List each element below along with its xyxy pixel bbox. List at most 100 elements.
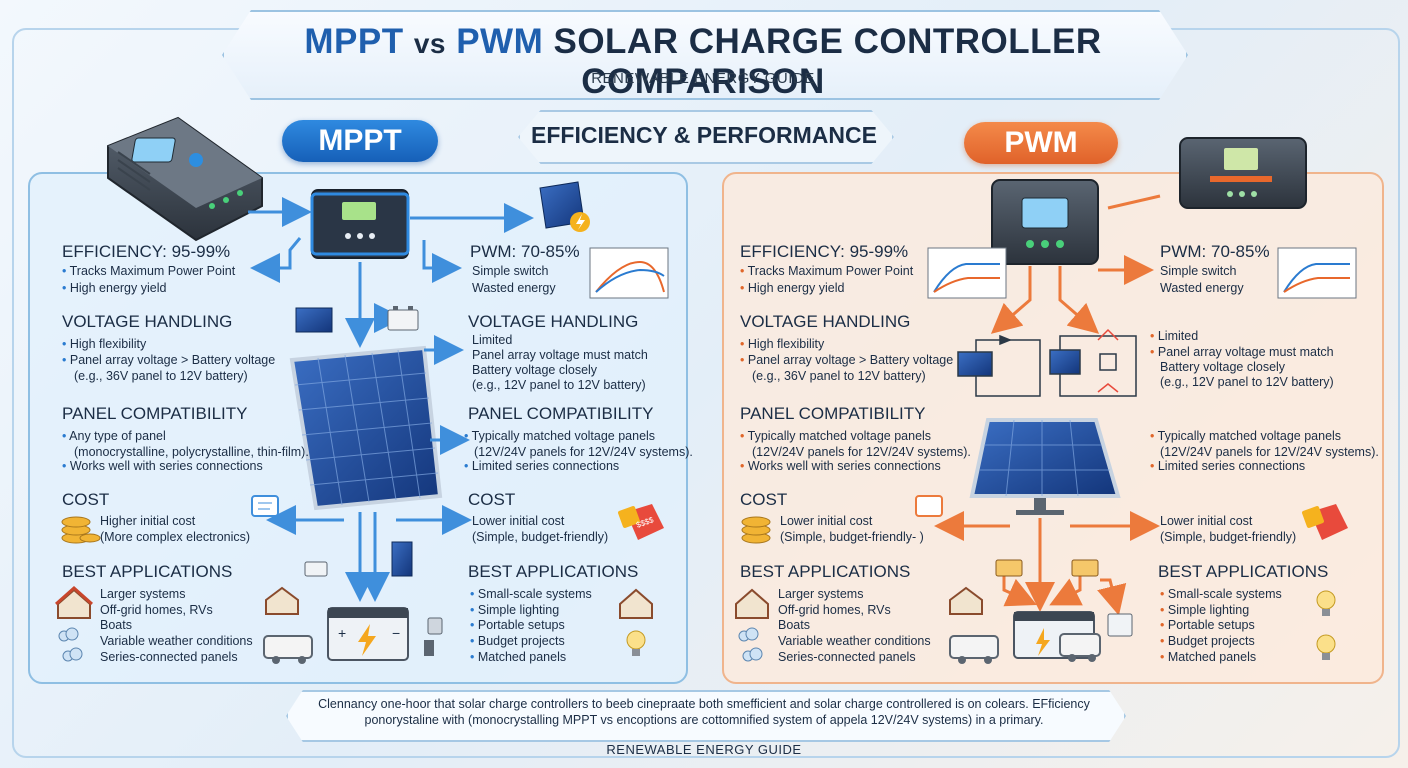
list-item: (Simple, budget-friendly- ) — [780, 530, 924, 544]
pwm-chat-bubble-icon — [915, 495, 943, 517]
title-pwm: PWM — [456, 22, 544, 61]
list-item: Off-grid homes, RVs — [100, 603, 213, 617]
pwm-apps-title: BEST APPLICATIONS — [740, 562, 911, 581]
list-item: Lower initial cost — [472, 514, 565, 528]
pwm-solar-panel-icon — [969, 418, 1121, 515]
pwm-light-bulb-icon — [1316, 590, 1336, 660]
efficiency-banner: EFFICIENCY & PERFORMANCE — [531, 122, 877, 148]
power-plug-icon — [424, 617, 443, 656]
list-item: Higher initial cost — [100, 514, 196, 528]
list-item: High energy yield — [62, 281, 167, 297]
list-item: Simple switch — [472, 264, 549, 278]
footer-text: Clennancy one-hoor that solar charge con… — [286, 696, 1122, 728]
pwm-right-apps-title: BEST APPLICATIONS — [1158, 562, 1329, 581]
list-item: Budget projects — [1160, 634, 1255, 650]
list-item: Typically matched voltage panels — [1150, 429, 1341, 445]
list-item: Matched panels — [470, 650, 566, 666]
house-icon-right — [619, 588, 653, 619]
pwm-controller-center-icon — [991, 179, 1099, 265]
list-item: (e.g., 36V panel to 12V battery) — [752, 369, 926, 383]
footer-frame — [286, 690, 1126, 742]
pwm-coins-icon — [741, 516, 771, 544]
house-icon — [55, 585, 93, 619]
list-item: (12V/24V panels for 12V/24V systems). — [474, 445, 693, 459]
page-title: MPPT vs PWM SOLAR CHARGE CONTROLLER COMP… — [222, 22, 1184, 102]
list-item: Typically matched voltage panels — [464, 429, 655, 445]
pwm-badge: PWM — [964, 122, 1118, 164]
pwm-voltage-title: VOLTAGE HANDLING — [740, 312, 911, 331]
list-item: (monocrystalline, polycrystalline, thin-… — [74, 445, 309, 459]
solar-panel-small-icon — [539, 181, 590, 232]
list-item: Wasted energy — [1160, 281, 1244, 295]
solar-panel-mini-icon — [295, 307, 333, 333]
list-item: High energy yield — [740, 281, 845, 297]
title-rest: SOLAR CHARGE CONTROLLER COMPARISON — [553, 22, 1102, 101]
list-item: Panel array voltage > Battery voltage — [740, 353, 953, 369]
mppt-badge: MPPT — [282, 120, 438, 162]
solar-panel-vertical-icon — [391, 541, 413, 577]
title-mppt: MPPT — [304, 22, 404, 61]
list-item: Series-connected panels — [100, 650, 238, 664]
list-item: Battery voltage closely — [472, 363, 598, 377]
page-subtitle: RENEWABLE ENERGY GUIDE — [591, 70, 815, 87]
title-frame — [222, 10, 1188, 100]
rv-icon — [263, 635, 313, 664]
list-item: Limited series connections — [1150, 459, 1305, 475]
list-item: Works well with series connections — [62, 459, 263, 475]
footer-line-1: Clennancy one-hoor that solar charge con… — [318, 697, 1090, 711]
svg-text:+: + — [338, 625, 346, 641]
mppt-right-voltage-title: VOLTAGE HANDLING — [468, 312, 639, 331]
pwm-efficiency-curve-icon — [927, 247, 1007, 299]
svg-text:−: − — [392, 625, 400, 641]
list-item: (e.g., 12V panel to 12V battery) — [1160, 375, 1334, 389]
house-icon-center — [265, 586, 299, 615]
list-item: Larger systems — [778, 587, 864, 601]
list-item: Variable weather conditions — [778, 634, 931, 648]
mppt-controller-small-icon — [310, 189, 410, 259]
pwm-cost-title: COST — [740, 490, 788, 509]
mppt-right-cost-title: COST — [468, 490, 516, 509]
pwm-controller-icon — [1179, 137, 1307, 209]
list-item: High flexibility — [62, 337, 146, 353]
list-item: Limited — [1150, 329, 1198, 345]
coins-icon — [61, 516, 101, 544]
pwm-price-tag-icon — [1302, 504, 1348, 540]
title-vs: vs — [413, 28, 446, 59]
pwm-house-icon-center — [949, 586, 983, 615]
price-tag-icon — [618, 504, 664, 540]
list-item: Limited — [472, 333, 513, 347]
battery-icon: + − — [327, 607, 409, 661]
pwm-battery-mini-icon — [995, 559, 1099, 577]
mppt-pwm-efficiency-title: PWM: 70-85% — [470, 242, 580, 261]
list-item: Tracks Maximum Power Point — [740, 264, 914, 280]
pwm-efficiency-curve-right-icon — [1277, 247, 1357, 299]
cloud-icon — [58, 627, 83, 662]
list-item: High flexibility — [740, 337, 824, 353]
pwm-rv-icon-left — [949, 635, 999, 664]
list-item: Limited series connections — [464, 459, 619, 475]
list-item: (e.g., 36V panel to 12V battery) — [74, 369, 248, 383]
list-item: Boats — [100, 618, 132, 632]
battery-mini-icon — [387, 306, 419, 331]
list-item: Small-scale systems — [470, 587, 592, 603]
pwm-house-icon — [735, 588, 769, 619]
mppt-cost-title: COST — [62, 490, 110, 509]
pwm-cloud-icon — [738, 627, 763, 662]
list-item: Panel array voltage must match — [472, 348, 648, 362]
mppt-right-apps-title: BEST APPLICATIONS — [468, 562, 639, 581]
list-item: Lower initial cost — [780, 514, 873, 528]
list-item: Lower initial cost — [1160, 514, 1253, 528]
pwm-efficiency-title: EFFICIENCY: 95-99% — [740, 242, 909, 261]
pwm-flow-arrows — [934, 194, 1161, 616]
mppt-flow-arrows — [248, 197, 534, 602]
pwm-panel-compat-title: PANEL COMPATIBILITY — [740, 404, 926, 423]
mppt-apps-title: BEST APPLICATIONS — [62, 562, 233, 581]
mppt-controller-icon — [107, 116, 263, 242]
list-item: Typically matched voltage panels — [740, 429, 931, 445]
list-item: Boats — [778, 618, 810, 632]
footer-line-2: ponorystaline with (monocrystalling MPPT… — [364, 713, 1044, 727]
pwm-rv-icon — [1059, 633, 1101, 662]
efficiency-curve-icon — [589, 247, 669, 299]
list-item: Simple lighting — [1160, 603, 1249, 619]
